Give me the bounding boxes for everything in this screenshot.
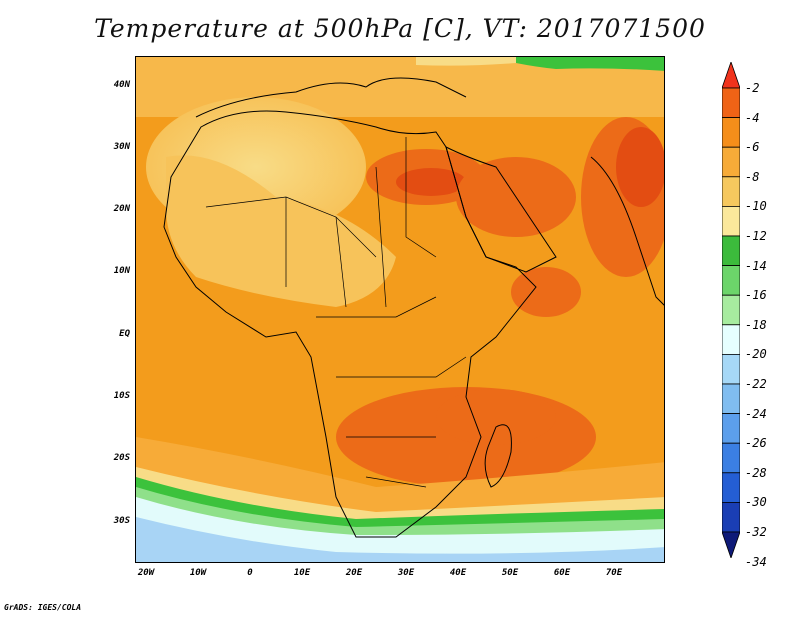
europe-coast	[195, 77, 467, 118]
colorbar-cell	[722, 87, 740, 119]
north-green-strip	[516, 57, 664, 71]
colorbar-cell	[722, 472, 740, 503]
lon-label-70e: 70E	[605, 568, 623, 578]
lat-label-30s: 30S	[113, 516, 130, 526]
colorbar-cell	[722, 442, 740, 474]
colorbar-cell	[722, 413, 740, 444]
lon-label-40e: 40E	[449, 568, 467, 578]
africa-outline	[163, 110, 537, 538]
temperature-map	[136, 57, 664, 562]
colorbar-tick-label: -32	[745, 525, 767, 539]
colorbar-tick-label: -6	[745, 140, 760, 155]
colorbar-cell-top-arrow	[722, 62, 740, 89]
lon-label-0: 0	[247, 568, 253, 578]
west-africa-cool	[166, 155, 396, 307]
colorbar-cell	[722, 176, 740, 207]
colorbar-cell	[722, 501, 740, 533]
colorbar-tick-label: -34	[745, 554, 767, 569]
credit-text: GrADS: IGES/COLA	[4, 603, 82, 612]
colorbar-tick-label: -28	[745, 465, 767, 480]
madagascar-hot	[436, 389, 556, 445]
lat-label-40n: 40N	[113, 80, 130, 90]
map-panel	[135, 56, 665, 563]
colorbar-tick-label: -16	[745, 288, 767, 303]
country-borders	[205, 137, 467, 488]
colorbar-cell	[722, 205, 740, 237]
colorbar-tick-label: -12	[745, 229, 767, 243]
india-outline	[590, 156, 664, 306]
colorbar-tick-label: -20	[745, 347, 767, 362]
lon-label-50e: 50E	[501, 568, 519, 578]
colorbar-tick-label: -2	[745, 81, 760, 95]
lat-label-10s: 10S	[113, 391, 130, 401]
colorbar-tick-label: -8	[745, 169, 760, 184]
colorbar	[722, 62, 740, 558]
lon-label-20e: 20E	[345, 568, 363, 578]
colorbar-cell	[722, 117, 740, 148]
horn-warm-zone	[511, 267, 581, 317]
colorbar-tick-label: -24	[745, 406, 767, 421]
colorbar-tick-label: -10	[745, 199, 767, 214]
colorbar-cell	[722, 294, 740, 326]
colorbar-tick-label: -22	[745, 377, 767, 391]
colorbar-cell	[722, 235, 740, 267]
lon-label-20w: 20W	[137, 568, 155, 578]
colorbar-tick-label: -4	[745, 110, 760, 125]
colorbar-cell-bottom-arrow	[722, 531, 740, 558]
colorbar-cell	[722, 324, 740, 355]
madagascar-outline	[484, 424, 512, 488]
arabia-outline	[445, 146, 557, 273]
colorbar-cell	[722, 146, 740, 178]
colorbar-cell	[722, 265, 740, 296]
colorbar-tick-label: -14	[745, 258, 767, 273]
india-hot-core	[616, 127, 664, 207]
south-band-blue	[136, 517, 664, 562]
lon-label-30e: 30E	[397, 568, 415, 578]
colorbar-tick-label: -26	[745, 436, 767, 451]
colorbar-cell	[722, 353, 740, 385]
colorbar-cell	[722, 383, 740, 415]
lat-label-20s: 20S	[113, 453, 130, 463]
north-pale-strip	[416, 57, 516, 66]
colorbar-tick-label: -30	[745, 495, 767, 510]
egypt-hot-core	[396, 168, 466, 196]
lon-label-60e: 60E	[553, 568, 571, 578]
lat-label-10n: 10N	[113, 266, 130, 276]
lat-label-eq: EQ	[119, 329, 130, 339]
lat-label-20n: 20N	[113, 204, 130, 214]
lat-label-30n: 30N	[113, 142, 130, 152]
colorbar-tick-label: -18	[745, 317, 767, 332]
chart-title: Temperature at 500hPa [C], VT: 201707150…	[94, 14, 706, 43]
lon-label-10w: 10W	[189, 568, 207, 578]
lon-label-10e: 10E	[293, 568, 311, 578]
